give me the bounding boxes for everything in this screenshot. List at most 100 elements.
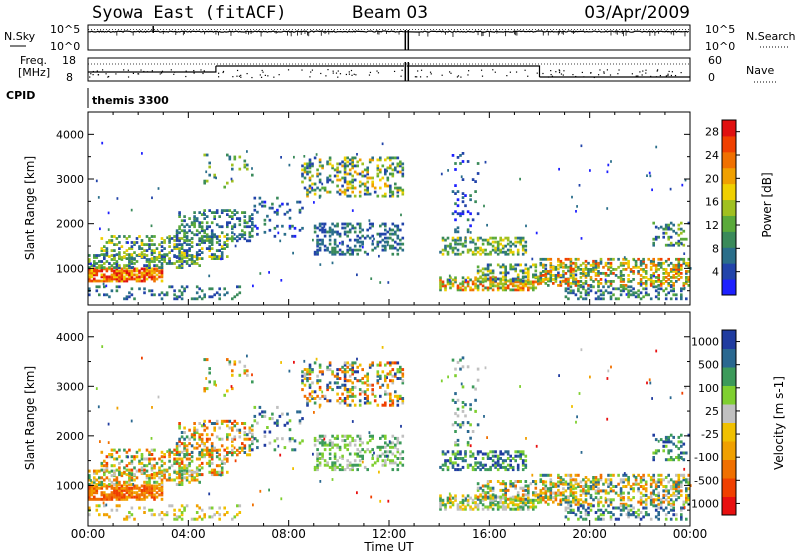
velocity-cell (582, 478, 585, 481)
power-cell (667, 278, 670, 281)
power-cell (647, 258, 650, 261)
velocity-cell (329, 466, 332, 469)
power-cell (111, 258, 114, 261)
power-cell (148, 237, 151, 240)
velocity-cell (306, 377, 309, 380)
power-cell (622, 262, 625, 265)
velocity-cell (93, 496, 96, 499)
power-cell (607, 171, 609, 174)
nave-point (193, 70, 194, 71)
velocity-cell (183, 507, 186, 510)
power-cell (255, 225, 257, 228)
power-cell (675, 264, 678, 267)
power-cell (173, 293, 176, 296)
velocity-cell (532, 491, 535, 494)
power-cell (550, 274, 553, 277)
velocity-cell (575, 487, 578, 490)
velocity-cell (359, 388, 362, 391)
power-cell (103, 274, 106, 277)
power-cell (652, 242, 655, 245)
nave-point (333, 71, 334, 72)
power-cell (108, 255, 111, 258)
nave-point (598, 74, 599, 75)
power-cell (303, 155, 305, 158)
nave-point (279, 74, 280, 75)
power-cell (462, 196, 465, 199)
power-cell (319, 159, 322, 162)
nave-point (561, 73, 562, 74)
power-cell (379, 233, 382, 236)
velocity-cell (211, 469, 214, 472)
velocity-cell (249, 438, 252, 441)
velocity-cell (504, 506, 507, 509)
power-cell (492, 245, 495, 248)
velocity-cell (213, 427, 216, 430)
velocity-cell (329, 368, 332, 371)
velocity-cell (572, 492, 575, 495)
velocity-cell (389, 393, 392, 396)
power-cell (512, 266, 515, 269)
velocity-cell (143, 458, 146, 461)
power-cell (550, 270, 553, 273)
power-cell (203, 209, 206, 212)
velocity-cell (399, 461, 402, 464)
power-cell (615, 274, 618, 277)
power-cell (579, 184, 581, 187)
nave-point (492, 69, 493, 70)
velocity-cell (459, 450, 462, 453)
power-cell (394, 241, 397, 244)
power-cell (565, 278, 568, 281)
velocity-cell (637, 474, 640, 477)
power-cell (306, 171, 309, 174)
power-cell (256, 211, 259, 214)
power-cell (504, 251, 507, 254)
power-cell (605, 289, 608, 292)
velocity-cell (557, 485, 560, 488)
velocity-cell (397, 404, 400, 407)
power-cell (211, 295, 214, 298)
power-cell (600, 293, 603, 296)
power-cell (646, 174, 648, 177)
velocity-cell (221, 460, 224, 463)
power-cell (183, 225, 186, 228)
power-cell (141, 268, 144, 271)
velocity-cell (324, 435, 327, 438)
velocity-cell (128, 511, 131, 514)
power-cell (667, 282, 670, 285)
power-cell (264, 205, 267, 208)
velocity-cell (575, 496, 578, 499)
velocity-cell (306, 368, 309, 371)
velocity-cell (670, 478, 673, 481)
velocity-cell (251, 424, 254, 427)
velocity-cell (545, 487, 548, 490)
power-cell (377, 159, 380, 162)
velocity-cell (567, 487, 570, 490)
velocity-cell (469, 455, 472, 458)
y-tick-label: 2000 (56, 218, 84, 231)
velocity-cell (625, 507, 628, 510)
power-cell (151, 260, 154, 263)
power-cell (457, 253, 460, 256)
velocity-cell (580, 481, 583, 484)
velocity-cell (680, 474, 683, 477)
power-cell (221, 225, 224, 228)
velocity-cell (128, 469, 131, 472)
velocity-cell (479, 450, 482, 453)
power-cell (519, 280, 522, 283)
nave-point (637, 75, 638, 76)
power-cell (615, 287, 618, 290)
power-cell (387, 185, 390, 188)
nave-point (542, 73, 543, 74)
power-cell (392, 169, 395, 172)
power-cell (341, 177, 344, 180)
cpid-label: CPID (6, 89, 35, 102)
velocity-cell (394, 390, 397, 393)
velocity-cell (610, 498, 613, 501)
power-cell (655, 295, 658, 298)
power-cell (560, 260, 563, 263)
power-cell (201, 289, 204, 292)
velocity-cell (294, 448, 297, 451)
velocity-cell (442, 499, 445, 502)
velocity-cell (319, 457, 322, 460)
power-cell (369, 227, 372, 230)
